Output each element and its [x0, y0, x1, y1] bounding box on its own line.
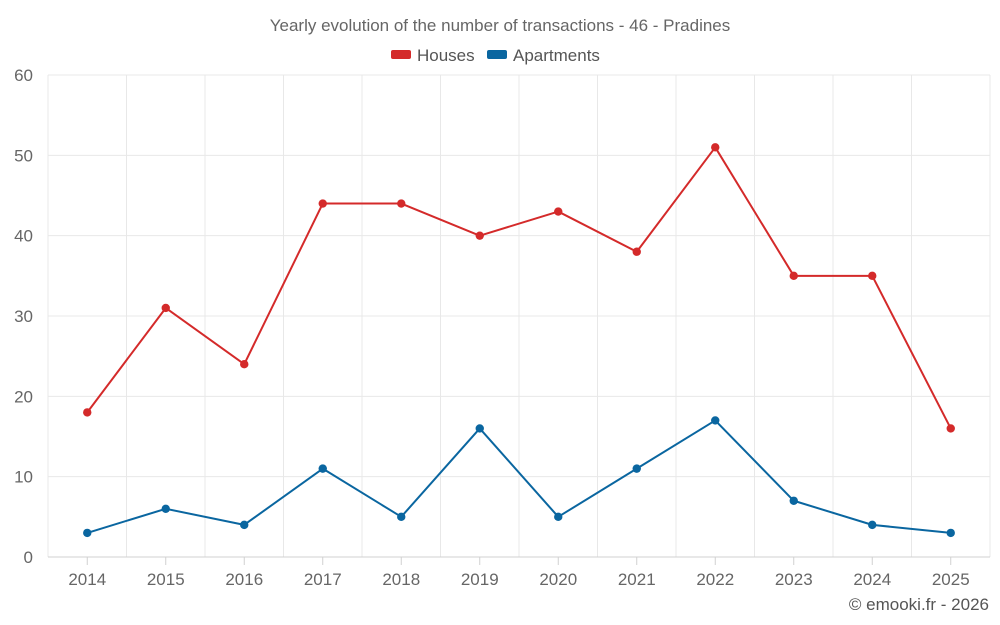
x-tick-label: 2024	[853, 570, 891, 589]
y-tick-label: 10	[14, 468, 33, 487]
data-point-houses[interactable]	[240, 360, 249, 369]
x-tick-label: 2015	[147, 570, 185, 589]
data-point-houses[interactable]	[397, 199, 406, 208]
chart-title: Yearly evolution of the number of transa…	[270, 16, 731, 35]
x-tick-label: 2018	[382, 570, 420, 589]
y-tick-label: 40	[14, 227, 33, 246]
data-point-apartments[interactable]	[318, 464, 327, 473]
data-point-apartments[interactable]	[711, 416, 720, 425]
y-tick-label: 20	[14, 387, 33, 406]
data-point-apartments[interactable]	[554, 512, 563, 522]
data-point-houses[interactable]	[83, 408, 92, 417]
data-point-apartments[interactable]	[789, 496, 798, 505]
legend-label-apartments[interactable]: Apartments	[513, 46, 600, 65]
data-point-apartments[interactable]	[632, 464, 641, 473]
y-tick-label: 30	[14, 307, 33, 326]
data-point-houses[interactable]	[789, 271, 798, 281]
data-point-houses[interactable]	[161, 303, 170, 313]
axes: 0 10 20 30 40 50 60 2014 2015 2016 2017 2018 2019 202…	[14, 66, 990, 589]
data-point-houses[interactable]	[868, 271, 877, 281]
x-tick-label: 2014	[68, 570, 106, 589]
data-point-houses[interactable]	[946, 424, 955, 433]
x-tick-label: 2019	[461, 570, 499, 589]
x-tick-label: 2017	[304, 570, 342, 589]
legend: Houses Apartments	[391, 46, 600, 65]
data-point-apartments[interactable]	[240, 520, 249, 530]
x-tick-label: 2022	[696, 570, 734, 589]
data-point-houses[interactable]	[632, 247, 641, 256]
data-point-houses[interactable]	[711, 143, 720, 152]
series-line-apartments	[86, 419, 951, 534]
data-point-houses[interactable]	[554, 207, 563, 216]
y-tick-label: 50	[14, 146, 33, 165]
x-tick-label: 2016	[225, 570, 263, 589]
x-tick-label: 2025	[932, 570, 970, 589]
series	[83, 143, 955, 538]
x-tick-label: 2023	[775, 570, 813, 589]
gridlines	[47, 74, 991, 557]
legend-swatch-houses	[391, 50, 411, 59]
legend-swatch-apartments	[487, 50, 507, 59]
data-point-apartments[interactable]	[397, 512, 406, 522]
data-point-houses[interactable]	[475, 231, 484, 240]
data-point-apartments[interactable]	[475, 424, 484, 433]
y-tick-label: 60	[14, 66, 33, 85]
data-point-apartments[interactable]	[161, 504, 170, 513]
x-tick-label: 2021	[618, 570, 656, 589]
x-tick-label: 2020	[539, 570, 577, 589]
y-tick-label: 0	[24, 548, 33, 567]
data-point-houses[interactable]	[318, 199, 327, 208]
series-line-houses	[86, 146, 952, 429]
data-point-apartments[interactable]	[83, 528, 92, 538]
legend-label-houses[interactable]: Houses	[417, 46, 475, 65]
data-point-apartments[interactable]	[868, 520, 877, 530]
credit-text: © emooki.fr - 2026	[849, 595, 989, 614]
data-point-apartments[interactable]	[946, 528, 955, 538]
